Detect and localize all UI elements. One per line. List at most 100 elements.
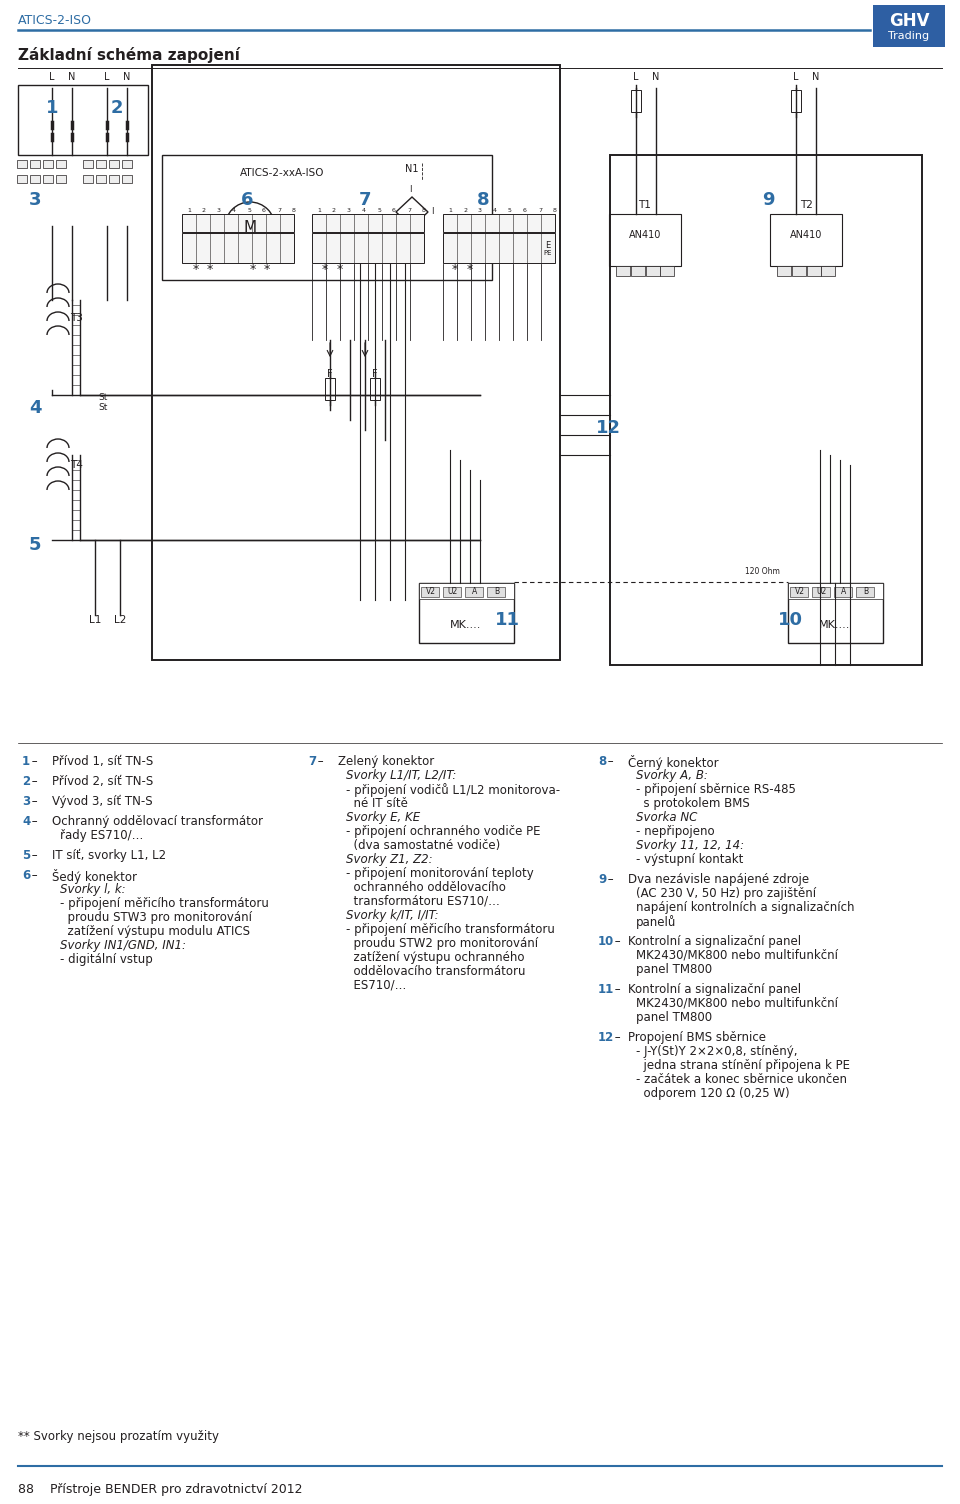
Polygon shape	[396, 197, 428, 227]
Text: - nepřipojeno: - nepřipojeno	[636, 826, 714, 838]
Bar	[83, 174, 93, 183]
Bar	[83, 159, 93, 168]
Text: - digitální vstup: - digitální vstup	[60, 954, 153, 966]
Bar	[616, 266, 630, 277]
Text: jedna strana stínění připojena k PE: jedna strana stínění připojena k PE	[636, 1059, 850, 1072]
Bar	[487, 587, 505, 597]
Text: proudu STW3 pro monitorování: proudu STW3 pro monitorování	[60, 911, 252, 923]
Bar	[443, 233, 555, 263]
Text: - výstupní kontakt: - výstupní kontakt	[636, 853, 743, 866]
Text: Vývod 3, síť TN-S: Vývod 3, síť TN-S	[52, 796, 153, 808]
Text: MK....: MK....	[450, 620, 482, 630]
Bar	[609, 214, 681, 266]
Text: 4: 4	[493, 208, 497, 212]
Bar	[420, 587, 439, 597]
Text: transformátoru ES710/…: transformátoru ES710/…	[346, 895, 500, 908]
Bar	[777, 266, 791, 277]
Bar	[787, 584, 882, 644]
Text: 2: 2	[202, 208, 206, 212]
Text: Svorky L1/IT, L2/IT:: Svorky L1/IT, L2/IT:	[346, 769, 456, 782]
Text: N: N	[652, 72, 660, 83]
Text: T2: T2	[800, 200, 812, 211]
Text: 120 Ohm: 120 Ohm	[745, 567, 780, 576]
Text: Propojení BMS sběrnice: Propojení BMS sběrnice	[628, 1032, 766, 1044]
Text: 6: 6	[241, 191, 253, 209]
Text: –: –	[29, 815, 38, 829]
Text: 7: 7	[359, 191, 372, 209]
Text: Svorky l, k:: Svorky l, k:	[60, 883, 126, 896]
Text: *: *	[467, 263, 473, 277]
Text: *: *	[206, 263, 213, 277]
Bar	[182, 214, 294, 232]
Text: –: –	[29, 796, 38, 808]
Text: - připojení ochranného vodiče PE: - připojení ochranného vodiče PE	[346, 826, 540, 838]
Bar	[419, 584, 514, 644]
Text: 2: 2	[332, 208, 336, 212]
Text: V2: V2	[795, 588, 804, 597]
Text: 12: 12	[598, 1032, 614, 1044]
Bar	[96, 159, 106, 168]
Text: Kontrolní a signalizační panel: Kontrolní a signalizační panel	[628, 935, 802, 948]
Text: s protokolem BMS: s protokolem BMS	[636, 797, 750, 811]
Text: A: A	[472, 588, 477, 597]
Text: - připojení monitorování teploty: - připojení monitorování teploty	[346, 866, 534, 880]
Text: Ochranný oddělovací transformátor: Ochranný oddělovací transformátor	[52, 815, 263, 829]
Bar	[370, 378, 380, 400]
Bar	[465, 587, 483, 597]
Text: 6: 6	[262, 208, 266, 212]
Text: Černý konektor: Černý konektor	[628, 755, 719, 770]
Text: 8: 8	[422, 208, 426, 212]
Text: 1: 1	[317, 208, 321, 212]
Text: zatížení výstupu ochranného: zatížení výstupu ochranného	[346, 951, 524, 964]
Bar	[56, 159, 66, 168]
Text: - připojení sběrnice RS-485: - připojení sběrnice RS-485	[636, 784, 796, 796]
Text: F: F	[372, 368, 378, 379]
Text: Svorky 11, 12, 14:: Svorky 11, 12, 14:	[636, 839, 744, 851]
Text: 5: 5	[22, 848, 31, 862]
Text: –: –	[29, 848, 38, 862]
Text: *: *	[452, 263, 458, 277]
Text: odporem 120 Ω (0,25 W): odporem 120 Ω (0,25 W)	[636, 1087, 790, 1099]
Bar	[312, 214, 424, 232]
Bar	[182, 233, 294, 263]
Text: 8: 8	[553, 208, 557, 212]
Text: 4: 4	[29, 399, 41, 417]
Text: T1: T1	[638, 200, 652, 211]
Text: T4: T4	[70, 460, 83, 469]
Text: 7: 7	[308, 755, 316, 769]
Text: N: N	[68, 72, 76, 83]
Text: 5: 5	[29, 535, 41, 553]
Bar	[30, 174, 40, 183]
Text: 9: 9	[598, 872, 607, 886]
Text: L1: L1	[89, 615, 101, 626]
Text: L2: L2	[114, 615, 126, 626]
Text: 3: 3	[478, 208, 482, 212]
Text: řady ES710/…: řady ES710/…	[60, 829, 143, 842]
Text: GHV: GHV	[889, 12, 929, 30]
Text: proudu STW2 pro monitorování: proudu STW2 pro monitorování	[346, 937, 539, 951]
Text: Svorky k/IT, I/IT:: Svorky k/IT, I/IT:	[346, 908, 439, 922]
Bar	[792, 266, 806, 277]
Bar	[821, 266, 835, 277]
Text: ATICS-2-ISO: ATICS-2-ISO	[18, 14, 92, 27]
Bar	[789, 587, 807, 597]
Text: 8: 8	[598, 755, 607, 769]
Text: MK....: MK....	[819, 620, 851, 630]
Text: *: *	[264, 263, 270, 277]
Text: L: L	[634, 72, 638, 83]
Text: T3: T3	[70, 313, 83, 323]
Text: A: A	[841, 588, 846, 597]
Text: 3: 3	[217, 208, 221, 212]
Text: U2: U2	[816, 588, 827, 597]
Text: 1: 1	[46, 99, 59, 117]
Text: MK2430/MK800 nebo multifunkční: MK2430/MK800 nebo multifunkční	[636, 949, 838, 963]
Bar	[152, 65, 560, 660]
Text: Šedý konektor: Šedý konektor	[52, 869, 137, 884]
Text: 2: 2	[463, 208, 467, 212]
Text: 1: 1	[22, 755, 30, 769]
Bar	[419, 584, 514, 599]
Text: St: St	[98, 403, 108, 412]
Text: –: –	[315, 755, 324, 769]
Text: Přívod 2, síť TN-S: Přívod 2, síť TN-S	[52, 775, 154, 788]
Text: PE: PE	[543, 250, 552, 256]
